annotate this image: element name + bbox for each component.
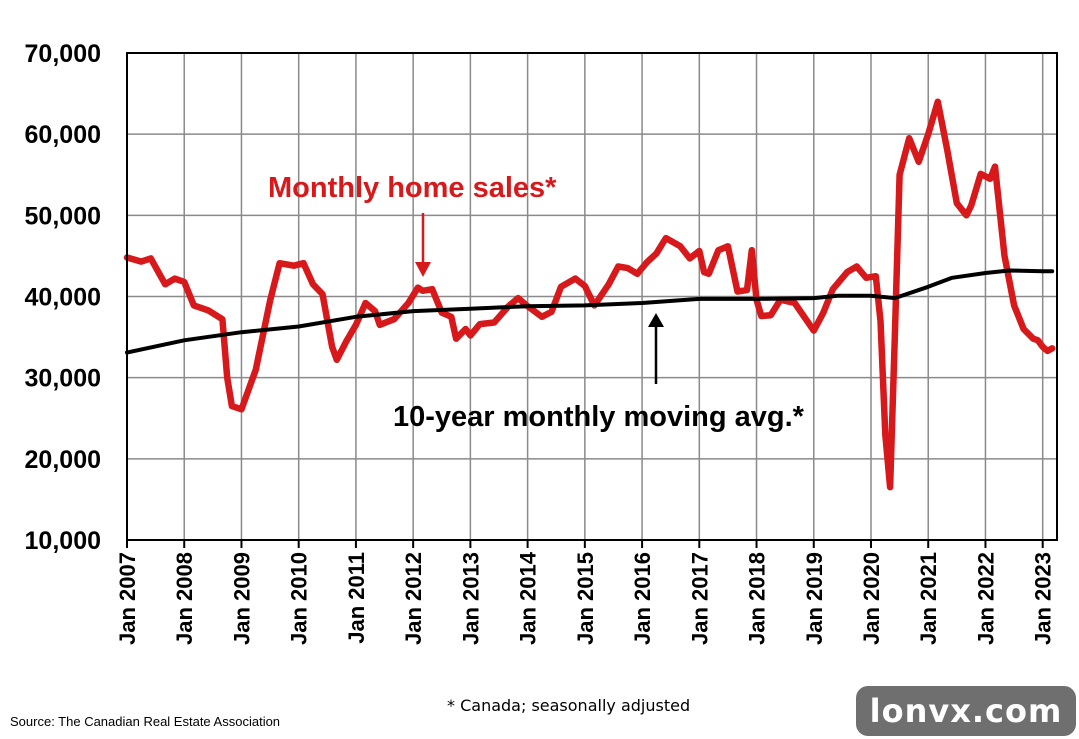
x-tick-label: Jan 2009 [229, 552, 254, 645]
y-tick-label: 10,000 [25, 527, 101, 555]
x-tick-label: Jan 2015 [573, 552, 598, 645]
x-tick-label: Jan 2013 [458, 552, 483, 645]
source-note: Source: The Canadian Real Estate Associa… [10, 714, 281, 729]
sales-annotation: Monthly home sales* [268, 172, 557, 204]
x-tick-label: Jan 2017 [687, 552, 712, 645]
y-tick-label: 20,000 [25, 446, 101, 474]
footnote: * Canada; seasonally adjusted [447, 696, 691, 715]
series-moving-average [125, 268, 1055, 355]
x-tick-label: Jan 2012 [401, 552, 426, 645]
y-tick-label: 70,000 [25, 40, 101, 68]
y-tick-label: 40,000 [25, 284, 101, 312]
x-tick-label: Jan 2019 [802, 552, 827, 645]
y-tick-label: 30,000 [25, 365, 101, 393]
x-tick-label: Jan 2020 [859, 552, 884, 645]
sales-annotation-arrow [415, 213, 431, 277]
y-axis-ticks: 70,000 60,000 50,000 40,000 30,000 20,000 10,0… [25, 40, 101, 555]
plot-frame [126, 52, 1058, 541]
x-tick-label: Jan 2014 [516, 551, 541, 645]
avg-annotation: 10-year monthly moving avg.* [393, 401, 805, 433]
x-tick-label: Jan 2018 [745, 552, 770, 645]
x-tick-label: Jan 2008 [172, 552, 197, 645]
x-tick-label: Jan 2023 [1031, 552, 1056, 645]
x-axis-ticks: Jan 2007 Jan 2008 Jan 2009 Jan 2010 Jan 2011… [115, 540, 1056, 645]
x-tick-label: Jan 2011 [344, 552, 369, 644]
series-layer [123, 98, 1056, 491]
watermark-logo: lonvx.com [856, 686, 1076, 736]
y-tick-label: 60,000 [25, 121, 101, 149]
x-tick-label: Jan 2022 [973, 552, 998, 645]
x-tick-label: Jan 2021 [916, 552, 941, 645]
series-monthly-home-sales [123, 98, 1056, 491]
x-tick-label: Jan 2010 [287, 552, 312, 645]
x-tick-label: Jan 2007 [115, 552, 140, 645]
x-tick-label: Jan 2016 [630, 552, 655, 645]
y-tick-label: 50,000 [25, 202, 101, 230]
avg-annotation-arrow [648, 313, 664, 384]
